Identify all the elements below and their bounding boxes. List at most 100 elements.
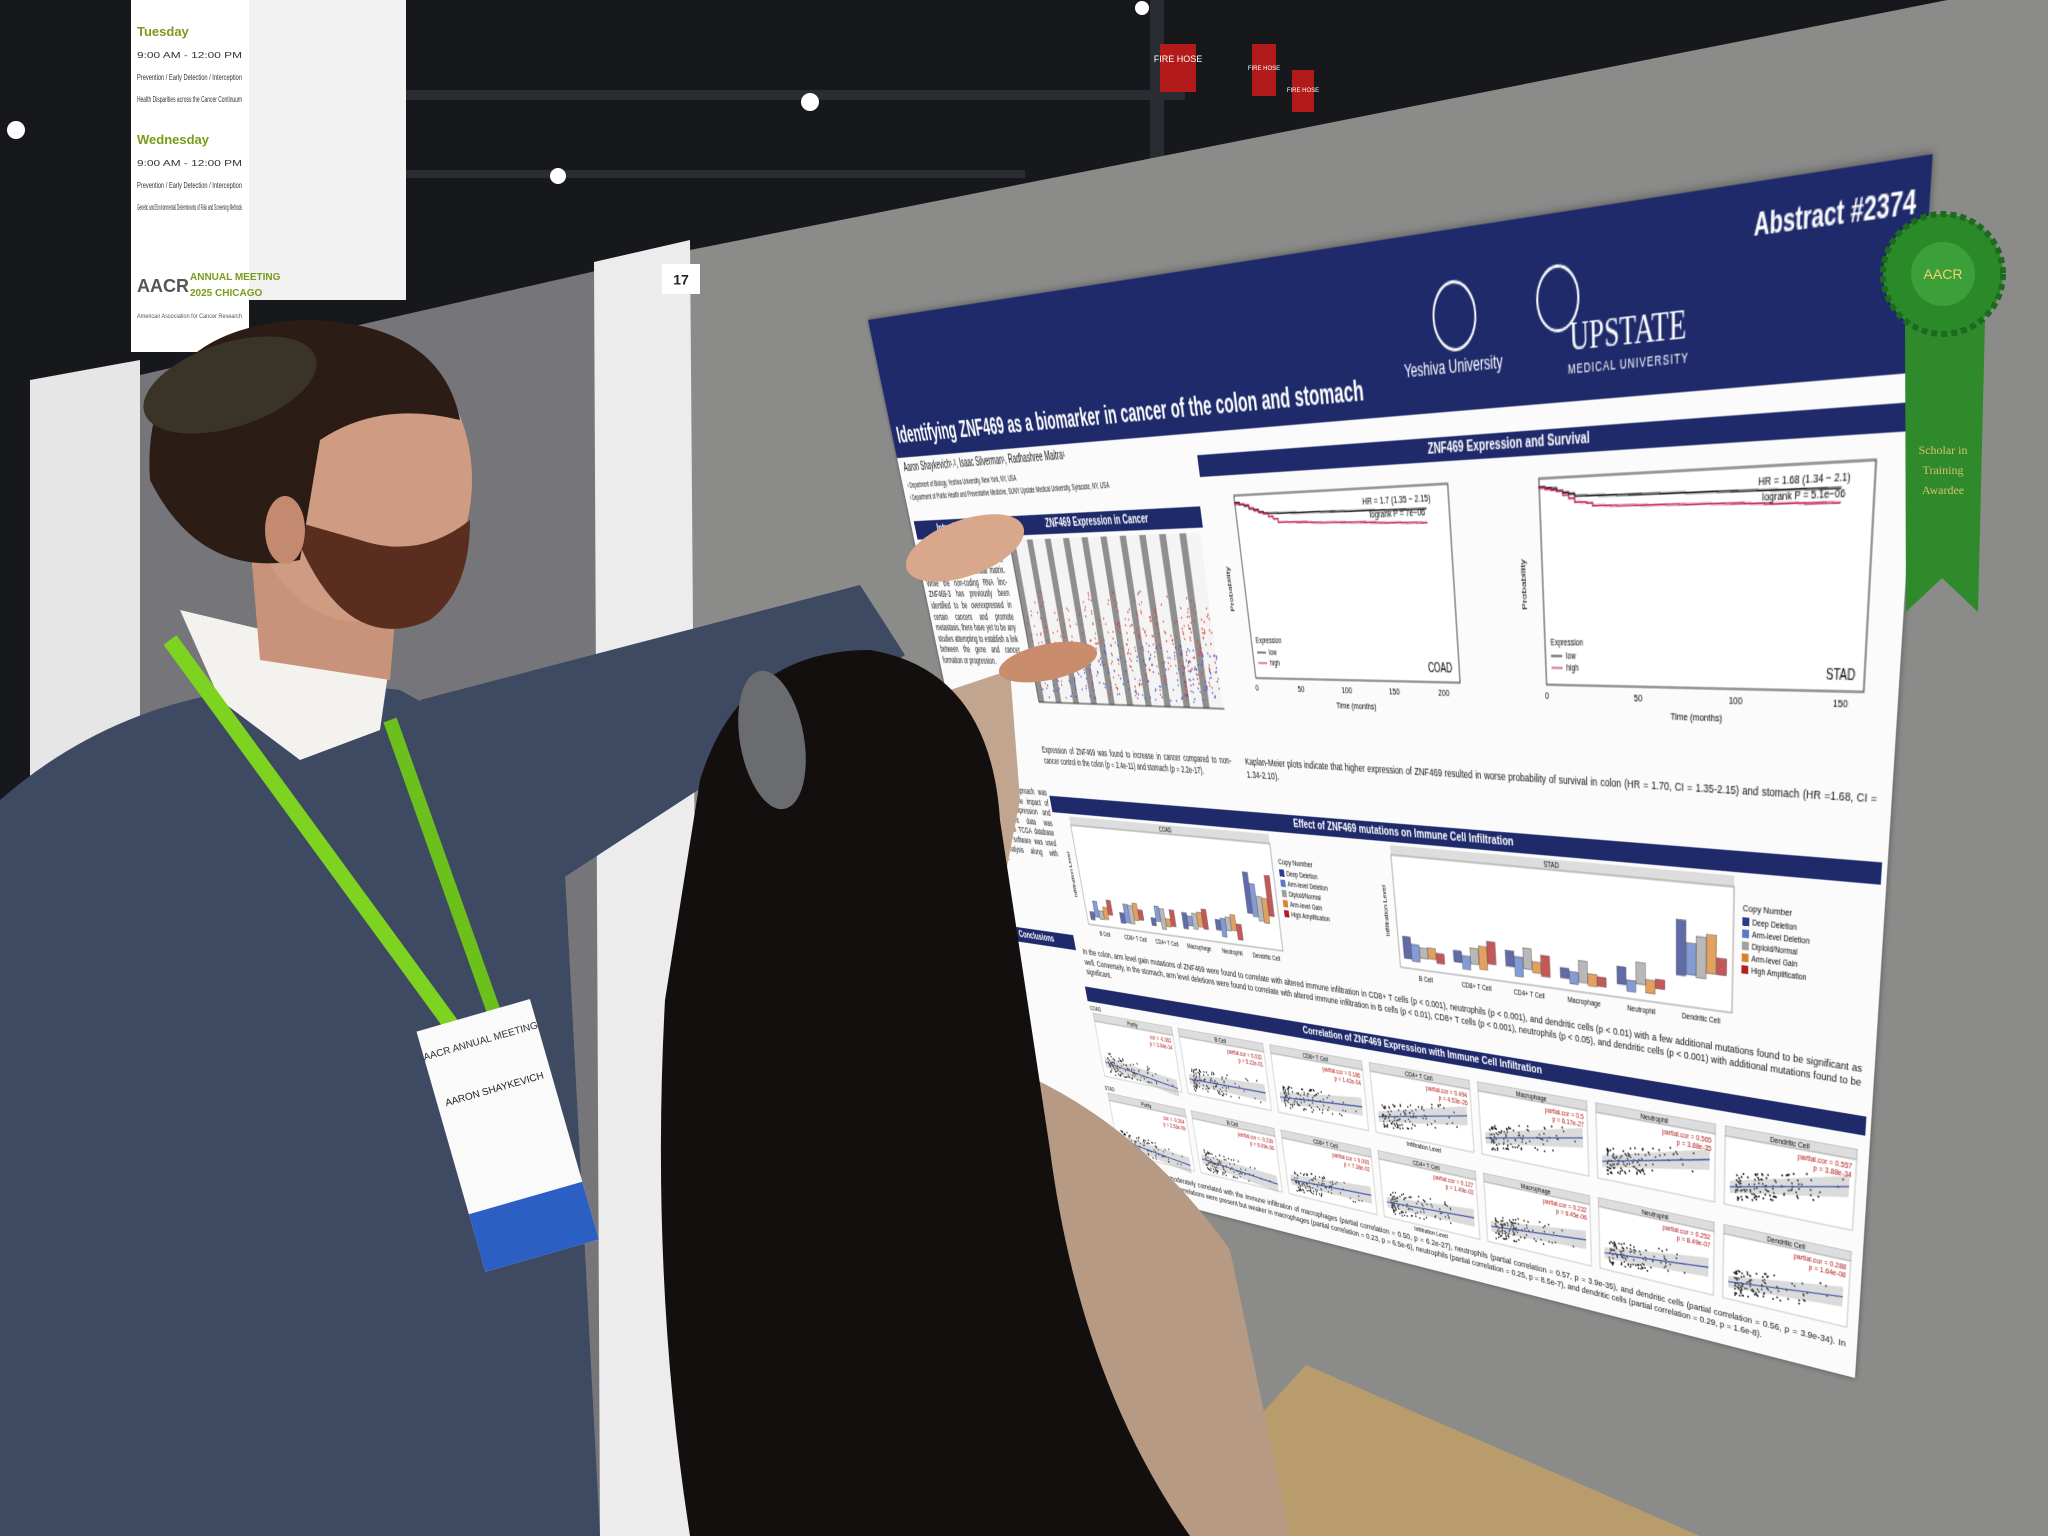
hand <box>998 641 1098 683</box>
x-tick-label: 50 <box>1297 684 1305 694</box>
banner-line: Health Disparities across the Cancer Con… <box>137 95 242 104</box>
x-tick-label: Macrophage <box>1186 942 1211 954</box>
plot-column <box>1069 537 1103 705</box>
woman <box>660 641 1290 1536</box>
plot-column <box>1119 535 1152 707</box>
plot-frame <box>1370 1071 1474 1152</box>
x-tick-label: CD4+ T Cell <box>1155 937 1180 948</box>
light <box>801 93 819 111</box>
banner-logo: AACR <box>137 276 189 296</box>
legend-title: Expression <box>1550 636 1583 648</box>
sign-text: FIRE HOSE <box>1287 88 1319 94</box>
banner-line: Genetic and Environmental Determinants o… <box>137 203 242 212</box>
lanyard <box>383 717 502 1018</box>
light <box>550 168 566 184</box>
award-ribbon: AACR Scholar in Training Awardee <box>1880 211 2006 612</box>
plot-frame <box>1599 1207 1715 1296</box>
light <box>1135 1 1149 15</box>
x-tick-label: CD4+ T Cell <box>1514 987 1546 1001</box>
x-tick-label: 100 <box>1729 695 1744 707</box>
x-tick-label: Macrophage <box>1567 995 1600 1009</box>
kippah <box>143 336 317 434</box>
banner-line: 9:00 AM - 12:00 PM <box>137 51 242 60</box>
legend-title: Copy Number <box>1277 857 1313 870</box>
x-tick-label: 150 <box>1389 686 1401 697</box>
banner-line: Wednesday <box>137 132 210 147</box>
panel-label: COAD <box>1158 825 1172 835</box>
legend-item: Deep Deletion <box>1752 918 1797 933</box>
legend-item: Arm-level Deletion <box>1287 880 1328 893</box>
p-value: p = 3.94e-14 <box>1149 1040 1173 1052</box>
banner-line: 9:00 AM - 12:00 PM <box>137 159 242 168</box>
legend-item: low <box>1268 647 1277 657</box>
banner-org: American Association for Cancer Research <box>137 314 242 320</box>
ear <box>265 496 305 564</box>
x-tick-label: 150 <box>1833 697 1849 710</box>
ceiling-truss <box>405 0 1185 178</box>
plot-column <box>1050 538 1086 704</box>
x-tick-label: B Cell <box>1419 974 1434 985</box>
hazard-ratio: HR = 1.68 (1.34 − 2.1) <box>1758 470 1851 489</box>
badge: AACR ANNUAL MEETING AARON SHAYKEVICH <box>416 999 599 1272</box>
arm <box>420 585 905 880</box>
km-plot: HR = 1.7 (1.35 − 2.15)logrank P = 7e−06 C… <box>1224 469 1473 712</box>
floor <box>1150 1365 1700 1536</box>
banner-line: Prevention / Early Detection / Intercept… <box>137 181 242 190</box>
legend-item: Diploid/Normal <box>1752 942 1799 958</box>
x-tick-label: 50 <box>1634 692 1643 704</box>
beard <box>290 520 470 629</box>
banner-text: Tuesday 9:00 AM - 12:00 PM Prevention / Ea… <box>137 24 281 320</box>
plot-column <box>1126 535 1159 707</box>
legend-item: high <box>1269 658 1280 668</box>
lanyard <box>163 635 462 1035</box>
hair-clip <box>738 670 806 810</box>
cohort-label: STAD <box>1826 668 1856 684</box>
plot-frame <box>1391 855 1734 1013</box>
boxplot-panel: STAD B Cell CD8+ T Cell CD4+ T Cell Macropha… <box>1380 845 1739 1026</box>
fire-hose-sign <box>1160 44 1196 92</box>
legend-title: Copy Number <box>1743 903 1793 919</box>
y-axis-label: Probability <box>1519 558 1529 610</box>
plot-column <box>1106 536 1140 706</box>
plot-frame <box>1071 825 1283 951</box>
plot-frame <box>1484 1182 1592 1266</box>
ribbon-tail <box>1905 320 1985 612</box>
x-axis-label: Time (months) <box>1670 711 1722 724</box>
expression-plot <box>1003 532 1229 748</box>
banner-line: Prevention / Early Detection / Intercept… <box>137 73 242 82</box>
hazard-ratio: HR = 1.7 (1.35 − 2.15) <box>1362 492 1431 507</box>
panel-title: Purity <box>1141 1101 1152 1110</box>
sign-text: FIRE HOSE <box>1154 54 1203 64</box>
y-axis-label: Infiltration Level <box>1380 884 1391 937</box>
badge-strip <box>468 1181 599 1272</box>
fire-hose-sign <box>1292 70 1314 112</box>
x-tick-label: Neutrophil <box>1627 1003 1656 1017</box>
sign-text: FIRE HOSE <box>1248 66 1280 72</box>
x-tick-label: CD8+ T Cell <box>1461 980 1492 993</box>
correlation-stat: cor = -0.304 <box>1163 1114 1185 1126</box>
banner-line: Tuesday <box>137 24 190 39</box>
x-tick-label: CD8+ T Cell <box>1124 933 1148 944</box>
man: AACR ANNUAL MEETING AARON SHAYKEVICH <box>0 320 1025 1536</box>
banner-meeting: ANNUAL MEETING <box>190 272 281 283</box>
banner-edition: 2025 CHICAGO <box>190 288 262 299</box>
logrank: logrank P = 5.1e−06 <box>1762 486 1846 503</box>
ribbon-logo: AACR <box>1924 266 1963 282</box>
legend-title: Expression <box>1255 635 1282 646</box>
plot-column <box>1087 536 1122 706</box>
rosette-center <box>1911 242 1975 306</box>
legend-item: high <box>1566 662 1579 674</box>
correlation-stat: cor = -0.362 <box>1149 1033 1172 1045</box>
x-tick-label: Dendritic Cell <box>1252 951 1281 963</box>
